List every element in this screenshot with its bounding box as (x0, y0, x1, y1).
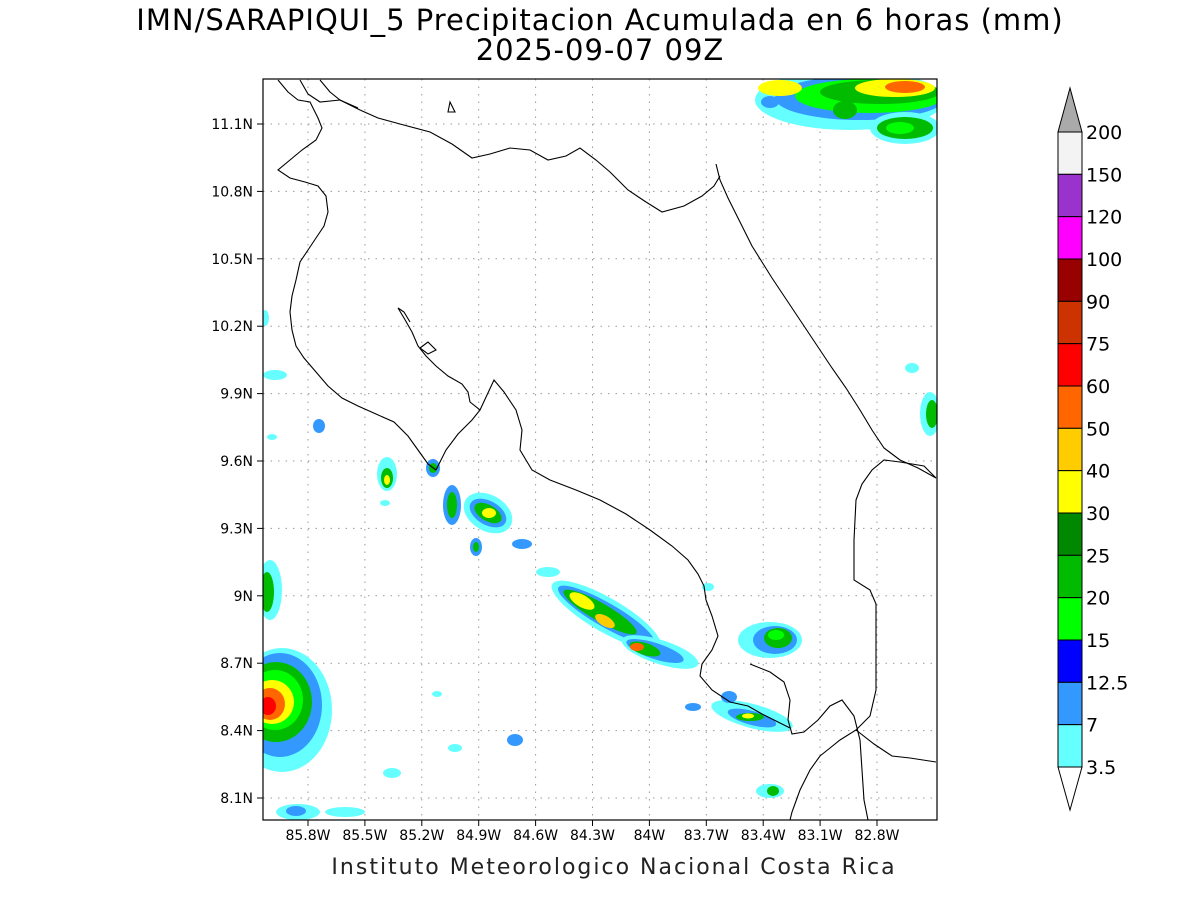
colorbar-label: 90 (1086, 291, 1110, 313)
precipitation-field (263, 79, 937, 820)
map-title: IMN/SARAPIQUI_5 Precipitacion Acumulada … (136, 3, 1064, 37)
colorbar-swatch (1057, 724, 1083, 768)
rain-cell-northeast (755, 79, 937, 144)
coordinate-grid (263, 79, 937, 820)
lat-tick-label: 9N (234, 589, 253, 605)
colorbar-swatch (1057, 554, 1083, 599)
colorbar-label: 60 (1086, 376, 1110, 398)
lat-tick-label: 9.3N (220, 521, 253, 537)
nicaragua-costarica-border (319, 79, 721, 213)
colorbar-label: 100 (1086, 249, 1122, 271)
colorbar-label: 120 (1086, 207, 1122, 229)
colorbar-label: 20 (1086, 588, 1110, 610)
colorbar-label: 25 (1086, 545, 1110, 567)
panama-border (789, 459, 937, 820)
chira-island (419, 341, 437, 355)
colorbar-swatch (1057, 216, 1083, 260)
lake-nicaragua-shore (299, 79, 359, 109)
colorbar-swatch (1057, 300, 1083, 345)
colorbar-label: 12.5 (1086, 672, 1128, 694)
lat-tick-label: 8.7N (220, 656, 253, 672)
colorbar-swatch (1057, 131, 1083, 175)
rain-cells-southeast (711, 622, 802, 798)
nicoya-peninsula-coast (397, 307, 481, 471)
colorbar-label: 50 (1086, 418, 1110, 440)
lon-tick-label: 82.8W (854, 828, 899, 844)
rain-cell-southwest (263, 560, 365, 820)
gulf-coast-central (479, 378, 707, 601)
colorbar-swatch (1057, 258, 1083, 302)
pacific-coast-south (699, 599, 791, 729)
colorbar-label: 3.5 (1086, 757, 1116, 779)
colorbar-swatch (1057, 470, 1083, 514)
lon-tick-label: 84.6W (513, 828, 558, 844)
lon-tick-label: 83.7W (684, 828, 729, 844)
colorbar-legend: 200 150 120 100 90 75 60 50 40 30 25 20 15 12.5 7 3.5 (1057, 86, 1128, 812)
colorbar-label: 15 (1086, 630, 1110, 652)
isla-del-cano (447, 100, 456, 113)
colorbar-overflow-triangle (1057, 86, 1083, 133)
lat-tick-label: 11.1N (211, 117, 253, 133)
rain-band-central (377, 457, 699, 669)
longitude-axis: 85.8W 85.5W 85.2W 84.9W 84.6W 84.3W 84W 83.7W 83… (285, 820, 900, 844)
lat-tick-label: 9.6N (220, 454, 253, 470)
colorbar-underflow-triangle (1057, 766, 1083, 812)
colorbar-swatch (1057, 597, 1083, 641)
coastline-and-borders (277, 79, 937, 820)
colorbar-label: 30 (1086, 503, 1110, 525)
lat-tick-label: 10.8N (211, 184, 253, 200)
colorbar-swatch (1057, 343, 1083, 387)
colorbar-swatch (1057, 173, 1083, 218)
lat-tick-label: 10.5N (211, 252, 253, 268)
colorbar-swatch (1057, 512, 1083, 556)
lon-tick-label: 83.4W (741, 828, 786, 844)
caribbean-coastline (715, 163, 937, 479)
colorbar-label: 75 (1086, 334, 1110, 356)
map-valid-time: 2025-09-07 09Z (475, 33, 725, 67)
colorbar-swatch (1057, 427, 1083, 472)
latitude-axis: 11.1N 10.8N 10.5N 10.2N 9.9N 9.6N 9.3N 9N 8.7N 8.… (211, 117, 263, 807)
osa-peninsula (749, 663, 869, 820)
lon-tick-label: 85.5W (342, 828, 387, 844)
colorbar-label: 7 (1086, 715, 1098, 737)
lon-tick-label: 84.3W (570, 828, 615, 844)
map-frame (262, 78, 938, 821)
colorbar-label: 200 (1086, 122, 1122, 144)
lon-tick-label: 85.8W (285, 828, 330, 844)
rain-cells-scattered (263, 310, 937, 778)
lon-tick-label: 84.9W (456, 828, 501, 844)
lon-tick-label: 84W (634, 828, 666, 844)
colorbar-swatch (1057, 681, 1083, 726)
lat-tick-label: 8.4N (220, 724, 253, 740)
lon-tick-label: 85.2W (399, 828, 444, 844)
colorbar-swatch (1057, 639, 1083, 683)
lat-tick-label: 8.1N (220, 791, 253, 807)
northwest-coastline (277, 79, 437, 471)
colorbar-swatch (1057, 385, 1083, 429)
lon-tick-label: 83.1W (798, 828, 843, 844)
lat-tick-label: 10.2N (211, 319, 253, 335)
lat-tick-label: 9.9N (220, 387, 253, 403)
panama-coast (855, 729, 937, 763)
credit-line: Instituto Meteorologico Nacional Costa R… (331, 855, 897, 880)
colorbar-label: 150 (1086, 164, 1122, 186)
colorbar-label: 40 (1086, 461, 1110, 483)
